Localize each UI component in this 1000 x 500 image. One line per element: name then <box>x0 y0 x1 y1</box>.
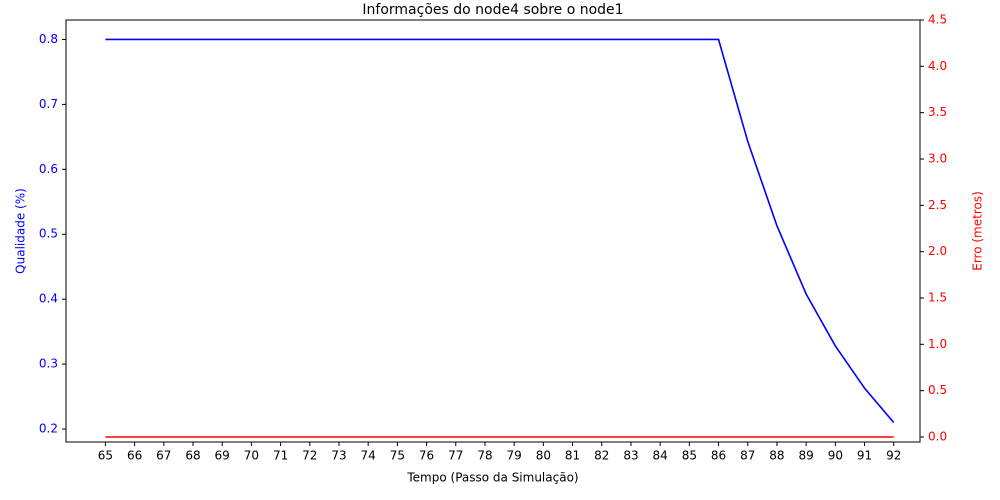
y2-axis-label: Erro (metros) <box>971 191 985 271</box>
y-tick-label: 0.2 <box>39 422 58 436</box>
y-tick-label: 0.4 <box>39 292 58 306</box>
x-tick-label: 78 <box>477 449 492 463</box>
y2-tick-label: 1.0 <box>928 337 947 351</box>
x-tick-label: 83 <box>623 449 638 463</box>
x-tick-label: 70 <box>244 449 259 463</box>
y2-tick-label: 2.5 <box>928 198 947 212</box>
x-tick-label: 86 <box>711 449 726 463</box>
x-tick-label: 68 <box>185 449 200 463</box>
x-tick-label: 79 <box>507 449 522 463</box>
x-tick-label: 84 <box>653 449 668 463</box>
x-tick-label: 65 <box>98 449 113 463</box>
x-tick-label: 80 <box>536 449 551 463</box>
x-tick-label: 81 <box>565 449 580 463</box>
x-tick-label: 66 <box>127 449 142 463</box>
x-tick-label: 74 <box>361 449 376 463</box>
y2-tick-label: 4.0 <box>928 59 947 73</box>
y2-tick-label: 1.5 <box>928 290 947 304</box>
x-tick-label: 89 <box>798 449 813 463</box>
y-tick-label: 0.5 <box>39 227 58 241</box>
x-tick-label: 67 <box>156 449 171 463</box>
y2-tick-label: 0.5 <box>928 383 947 397</box>
y2-tick-label: 2.0 <box>928 244 947 258</box>
x-tick-label: 73 <box>331 449 346 463</box>
x-tick-label: 82 <box>594 449 609 463</box>
y-tick-label: 0.6 <box>39 162 58 176</box>
x-axis-label: Tempo (Passo da Simulação) <box>406 471 578 485</box>
y2-tick-label: 0.0 <box>928 429 947 443</box>
x-tick-label: 75 <box>390 449 405 463</box>
y-tick-label: 0.7 <box>39 97 58 111</box>
x-tick-label: 71 <box>273 449 288 463</box>
x-tick-label: 85 <box>682 449 697 463</box>
x-tick-label: 77 <box>448 449 463 463</box>
x-tick-label: 87 <box>740 449 755 463</box>
series-line <box>105 38 895 424</box>
x-tick-label: 76 <box>419 449 434 463</box>
x-tick-label: 90 <box>828 449 843 463</box>
chart-title: Informações do node4 sobre o node1 <box>362 2 623 18</box>
y-tick-label: 0.3 <box>39 357 58 371</box>
y2-tick-label: 4.5 <box>928 13 947 27</box>
y-axis-label: Qualidade (%) <box>14 188 28 274</box>
plot-frame <box>65 19 921 443</box>
y2-tick-label: 3.0 <box>928 151 947 165</box>
x-tick-label: 91 <box>857 449 872 463</box>
x-tick-label: 72 <box>302 449 317 463</box>
x-tick-label: 92 <box>886 449 901 463</box>
x-tick-label: 88 <box>769 449 784 463</box>
y-tick-label: 0.8 <box>39 32 58 46</box>
y2-tick-label: 3.5 <box>928 105 947 119</box>
x-tick-label: 69 <box>215 449 230 463</box>
